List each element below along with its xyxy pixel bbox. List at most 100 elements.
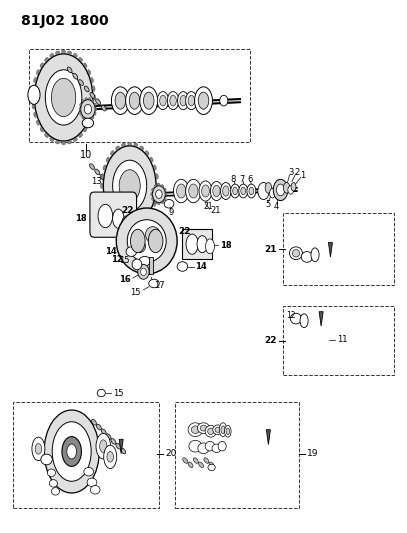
Ellipse shape xyxy=(104,445,117,469)
Ellipse shape xyxy=(32,86,35,91)
Ellipse shape xyxy=(100,440,107,453)
Ellipse shape xyxy=(154,201,156,204)
Text: 9: 9 xyxy=(168,208,174,217)
Text: 15: 15 xyxy=(114,389,124,398)
Text: 8: 8 xyxy=(231,175,236,184)
Ellipse shape xyxy=(85,98,87,100)
Ellipse shape xyxy=(188,423,203,437)
Text: 16: 16 xyxy=(119,275,131,284)
Ellipse shape xyxy=(112,87,129,115)
Ellipse shape xyxy=(138,264,149,279)
Ellipse shape xyxy=(47,469,55,477)
Ellipse shape xyxy=(218,441,226,451)
Ellipse shape xyxy=(177,262,188,271)
Ellipse shape xyxy=(61,50,66,53)
Ellipse shape xyxy=(128,142,132,146)
Text: 11: 11 xyxy=(337,335,348,344)
Ellipse shape xyxy=(153,165,156,170)
Ellipse shape xyxy=(133,240,145,253)
Ellipse shape xyxy=(180,95,186,106)
Ellipse shape xyxy=(94,112,96,115)
Ellipse shape xyxy=(177,184,186,198)
Ellipse shape xyxy=(115,92,126,109)
Ellipse shape xyxy=(119,169,140,201)
Ellipse shape xyxy=(151,192,152,196)
Ellipse shape xyxy=(67,444,77,459)
Ellipse shape xyxy=(205,441,215,451)
Ellipse shape xyxy=(241,187,246,195)
Ellipse shape xyxy=(225,425,231,437)
Ellipse shape xyxy=(32,437,45,461)
Ellipse shape xyxy=(79,58,83,61)
Ellipse shape xyxy=(87,478,97,487)
Ellipse shape xyxy=(80,103,81,106)
Text: 15: 15 xyxy=(131,287,141,296)
Ellipse shape xyxy=(144,92,154,109)
Text: 22: 22 xyxy=(178,228,190,237)
Ellipse shape xyxy=(208,428,214,434)
Ellipse shape xyxy=(126,247,137,256)
Ellipse shape xyxy=(116,222,119,225)
Ellipse shape xyxy=(148,229,163,253)
Text: 5: 5 xyxy=(266,200,271,209)
Ellipse shape xyxy=(186,179,201,203)
Ellipse shape xyxy=(82,118,94,128)
Ellipse shape xyxy=(79,133,83,138)
Ellipse shape xyxy=(35,443,42,454)
Ellipse shape xyxy=(96,99,101,104)
Polygon shape xyxy=(119,439,123,454)
Ellipse shape xyxy=(96,424,101,430)
Ellipse shape xyxy=(85,118,87,120)
FancyBboxPatch shape xyxy=(90,192,137,237)
Ellipse shape xyxy=(110,216,114,221)
Ellipse shape xyxy=(134,143,138,147)
Ellipse shape xyxy=(210,181,223,200)
Ellipse shape xyxy=(51,78,76,117)
Ellipse shape xyxy=(213,185,220,197)
Ellipse shape xyxy=(73,53,77,57)
Text: 15: 15 xyxy=(119,256,130,264)
Ellipse shape xyxy=(231,184,240,198)
Ellipse shape xyxy=(289,247,302,260)
Ellipse shape xyxy=(156,192,158,198)
Bar xyxy=(13,402,159,508)
Ellipse shape xyxy=(101,183,103,188)
Ellipse shape xyxy=(158,183,160,185)
Text: 22: 22 xyxy=(264,336,276,345)
Ellipse shape xyxy=(28,85,40,104)
Ellipse shape xyxy=(201,185,210,197)
Ellipse shape xyxy=(92,116,94,119)
Ellipse shape xyxy=(276,184,284,196)
Text: 21: 21 xyxy=(264,245,276,254)
Ellipse shape xyxy=(100,174,105,180)
Ellipse shape xyxy=(153,201,156,206)
Ellipse shape xyxy=(239,184,248,198)
Text: 2: 2 xyxy=(295,168,300,177)
Polygon shape xyxy=(319,312,323,326)
Ellipse shape xyxy=(206,239,214,254)
Ellipse shape xyxy=(45,70,82,125)
Ellipse shape xyxy=(79,79,83,85)
Ellipse shape xyxy=(31,95,34,100)
Ellipse shape xyxy=(131,229,145,253)
Ellipse shape xyxy=(247,184,256,198)
Polygon shape xyxy=(328,243,333,257)
Text: 22: 22 xyxy=(121,206,134,215)
Ellipse shape xyxy=(157,92,168,110)
Ellipse shape xyxy=(73,74,78,79)
Ellipse shape xyxy=(300,314,308,328)
Ellipse shape xyxy=(90,486,100,494)
Ellipse shape xyxy=(197,423,210,433)
Ellipse shape xyxy=(249,187,254,195)
Ellipse shape xyxy=(95,108,97,111)
Ellipse shape xyxy=(150,157,153,162)
Ellipse shape xyxy=(121,225,125,228)
Ellipse shape xyxy=(44,410,99,493)
Ellipse shape xyxy=(141,268,146,276)
Text: 4: 4 xyxy=(274,202,279,211)
Text: 14: 14 xyxy=(105,247,116,256)
Ellipse shape xyxy=(101,105,106,111)
Ellipse shape xyxy=(145,216,149,221)
Text: 21: 21 xyxy=(211,206,221,215)
Ellipse shape xyxy=(173,179,189,203)
